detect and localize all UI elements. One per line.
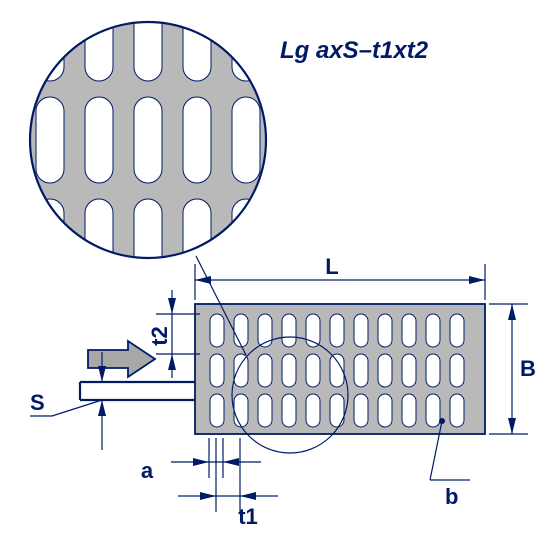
slot — [306, 354, 320, 387]
slot — [258, 354, 272, 387]
slot — [378, 394, 392, 427]
dimension-t1: t1 — [178, 438, 278, 529]
slot — [402, 354, 416, 387]
dimension-a: a — [141, 438, 261, 483]
formula-title: Lg axS–t1xt2 — [280, 37, 429, 64]
label-L: L — [325, 254, 338, 279]
slot — [378, 354, 392, 387]
slot — [85, 0, 113, 81]
slot — [210, 314, 224, 347]
slot — [210, 394, 224, 427]
feed-arrow — [88, 341, 155, 377]
slot — [234, 354, 248, 387]
diagram-canvas: Lg axS–t1xt2 — [0, 0, 550, 550]
slot — [330, 314, 344, 347]
slot — [36, 97, 64, 183]
label-S: S — [30, 390, 45, 415]
slot — [354, 394, 368, 427]
slot — [426, 394, 440, 427]
dimension-B: B — [489, 304, 536, 434]
slot — [402, 314, 416, 347]
slot — [354, 314, 368, 347]
slot — [234, 394, 248, 427]
slot — [426, 314, 440, 347]
slot — [426, 354, 440, 387]
slot — [234, 314, 248, 347]
sheet-side-view — [80, 382, 195, 400]
slot — [378, 314, 392, 347]
slot — [450, 394, 464, 427]
slot — [134, 97, 162, 183]
slot — [450, 314, 464, 347]
label-B: B — [520, 356, 536, 381]
feed-arrow-shape — [88, 341, 155, 377]
label-t2: t2 — [147, 326, 172, 346]
slot — [354, 354, 368, 387]
slot — [36, 199, 64, 285]
slot — [134, 199, 162, 285]
label-a: a — [141, 458, 154, 483]
slot — [232, 0, 260, 81]
dimension-t2: t2 — [147, 290, 200, 378]
slot — [282, 394, 296, 427]
slot — [183, 97, 211, 183]
slot — [282, 314, 296, 347]
slot — [232, 97, 260, 183]
slot — [36, 0, 64, 81]
slot — [282, 354, 296, 387]
detail-view — [30, 0, 266, 285]
slot — [306, 394, 320, 427]
sheet-slots-group — [210, 314, 464, 427]
label-b: b — [445, 484, 458, 509]
slot — [85, 97, 113, 183]
slot — [232, 199, 260, 285]
slot — [258, 394, 272, 427]
slot — [402, 394, 416, 427]
dimension-L: L — [195, 254, 485, 300]
slot — [450, 354, 464, 387]
slot — [330, 354, 344, 387]
label-t1: t1 — [238, 504, 258, 529]
slot — [210, 354, 224, 387]
slot — [134, 0, 162, 81]
slot — [183, 0, 211, 81]
